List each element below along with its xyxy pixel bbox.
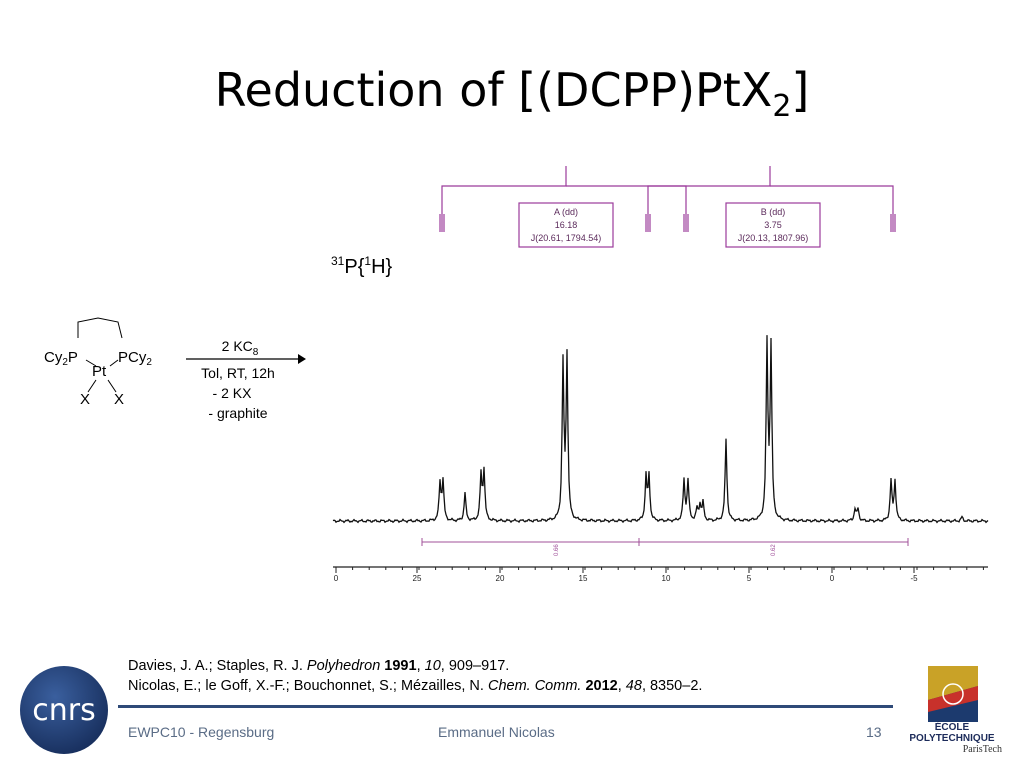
ligand-x-left: X bbox=[80, 391, 91, 408]
platinum-center: Pt bbox=[92, 363, 107, 380]
title-end: ] bbox=[791, 63, 810, 117]
title-subscript: 2 bbox=[772, 89, 792, 124]
footer-event: EWPC10 - Regensburg bbox=[128, 724, 275, 740]
byproduct-graphite: - graphite bbox=[208, 405, 268, 421]
polytechnique-logo bbox=[928, 666, 978, 722]
title-text: Reduction of [(DCPP)PtX bbox=[214, 63, 773, 117]
peak-a-line1: A (dd) bbox=[554, 207, 578, 217]
axis-tick-label: 20 bbox=[496, 574, 505, 583]
peak-b-line3: J(20.13, 1807.96) bbox=[738, 233, 809, 243]
peak-b-box bbox=[725, 202, 821, 248]
reagent-label: 2 KC8 bbox=[221, 338, 259, 358]
reaction-scheme-bonds bbox=[77, 317, 306, 393]
peak-a-line2: 16.18 bbox=[555, 220, 578, 230]
byproduct-kx: - 2 KX bbox=[212, 385, 252, 401]
axis-tick-label: 5 bbox=[747, 574, 752, 583]
axis-tick-label: 25 bbox=[413, 574, 422, 583]
peak-a-line3: J(20.61, 1794.54) bbox=[531, 233, 602, 243]
peak-b-line1: B (dd) bbox=[761, 207, 786, 217]
reactant-left-group: Cy2P bbox=[44, 349, 78, 368]
footer-page-number: 13 bbox=[866, 724, 882, 740]
peak-a-box bbox=[518, 202, 614, 248]
cnrs-logo: cnrs bbox=[20, 666, 108, 754]
axis-tick-label: -5 bbox=[910, 574, 918, 583]
reference-1: Davies, J. A.; Staples, R. J. Polyhedron… bbox=[128, 658, 510, 674]
axis-tick-label: 0 bbox=[830, 574, 835, 583]
spectrum-trace bbox=[332, 335, 989, 524]
page-title: Reduction of [(DCPP)PtX2] bbox=[0, 62, 1024, 135]
axis-tick-label: 15 bbox=[579, 574, 588, 583]
reactant-right-group: PCy2 bbox=[118, 349, 152, 368]
polytechnique-wordmark: ÉCOLE POLYTECHNIQUE ParisTech bbox=[909, 722, 1002, 755]
axis-tick-label: 10 bbox=[662, 574, 671, 583]
cnrs-logo-text: cnrs bbox=[32, 693, 95, 728]
nucleus-label: 31P{1H} bbox=[331, 254, 393, 278]
axis-tick-label: 0 bbox=[334, 574, 339, 583]
footer-divider bbox=[118, 705, 893, 708]
footer-author: Emmanuel Nicolas bbox=[438, 724, 555, 740]
conditions-label: Tol, RT, 12h bbox=[201, 365, 275, 381]
reference-2: Nicolas, E.; le Goff, X.-F.; Bouchonnet,… bbox=[128, 678, 703, 694]
multiplet-tree bbox=[439, 166, 896, 232]
references: Davies, J. A.; Staples, R. J. Polyhedron… bbox=[128, 656, 702, 696]
integral-a-label: 0.66 bbox=[554, 544, 560, 556]
peak-b-line2: 3.75 bbox=[764, 220, 782, 230]
ligand-x-right: X bbox=[114, 391, 125, 408]
integral-b-label: 0.62 bbox=[771, 544, 777, 556]
